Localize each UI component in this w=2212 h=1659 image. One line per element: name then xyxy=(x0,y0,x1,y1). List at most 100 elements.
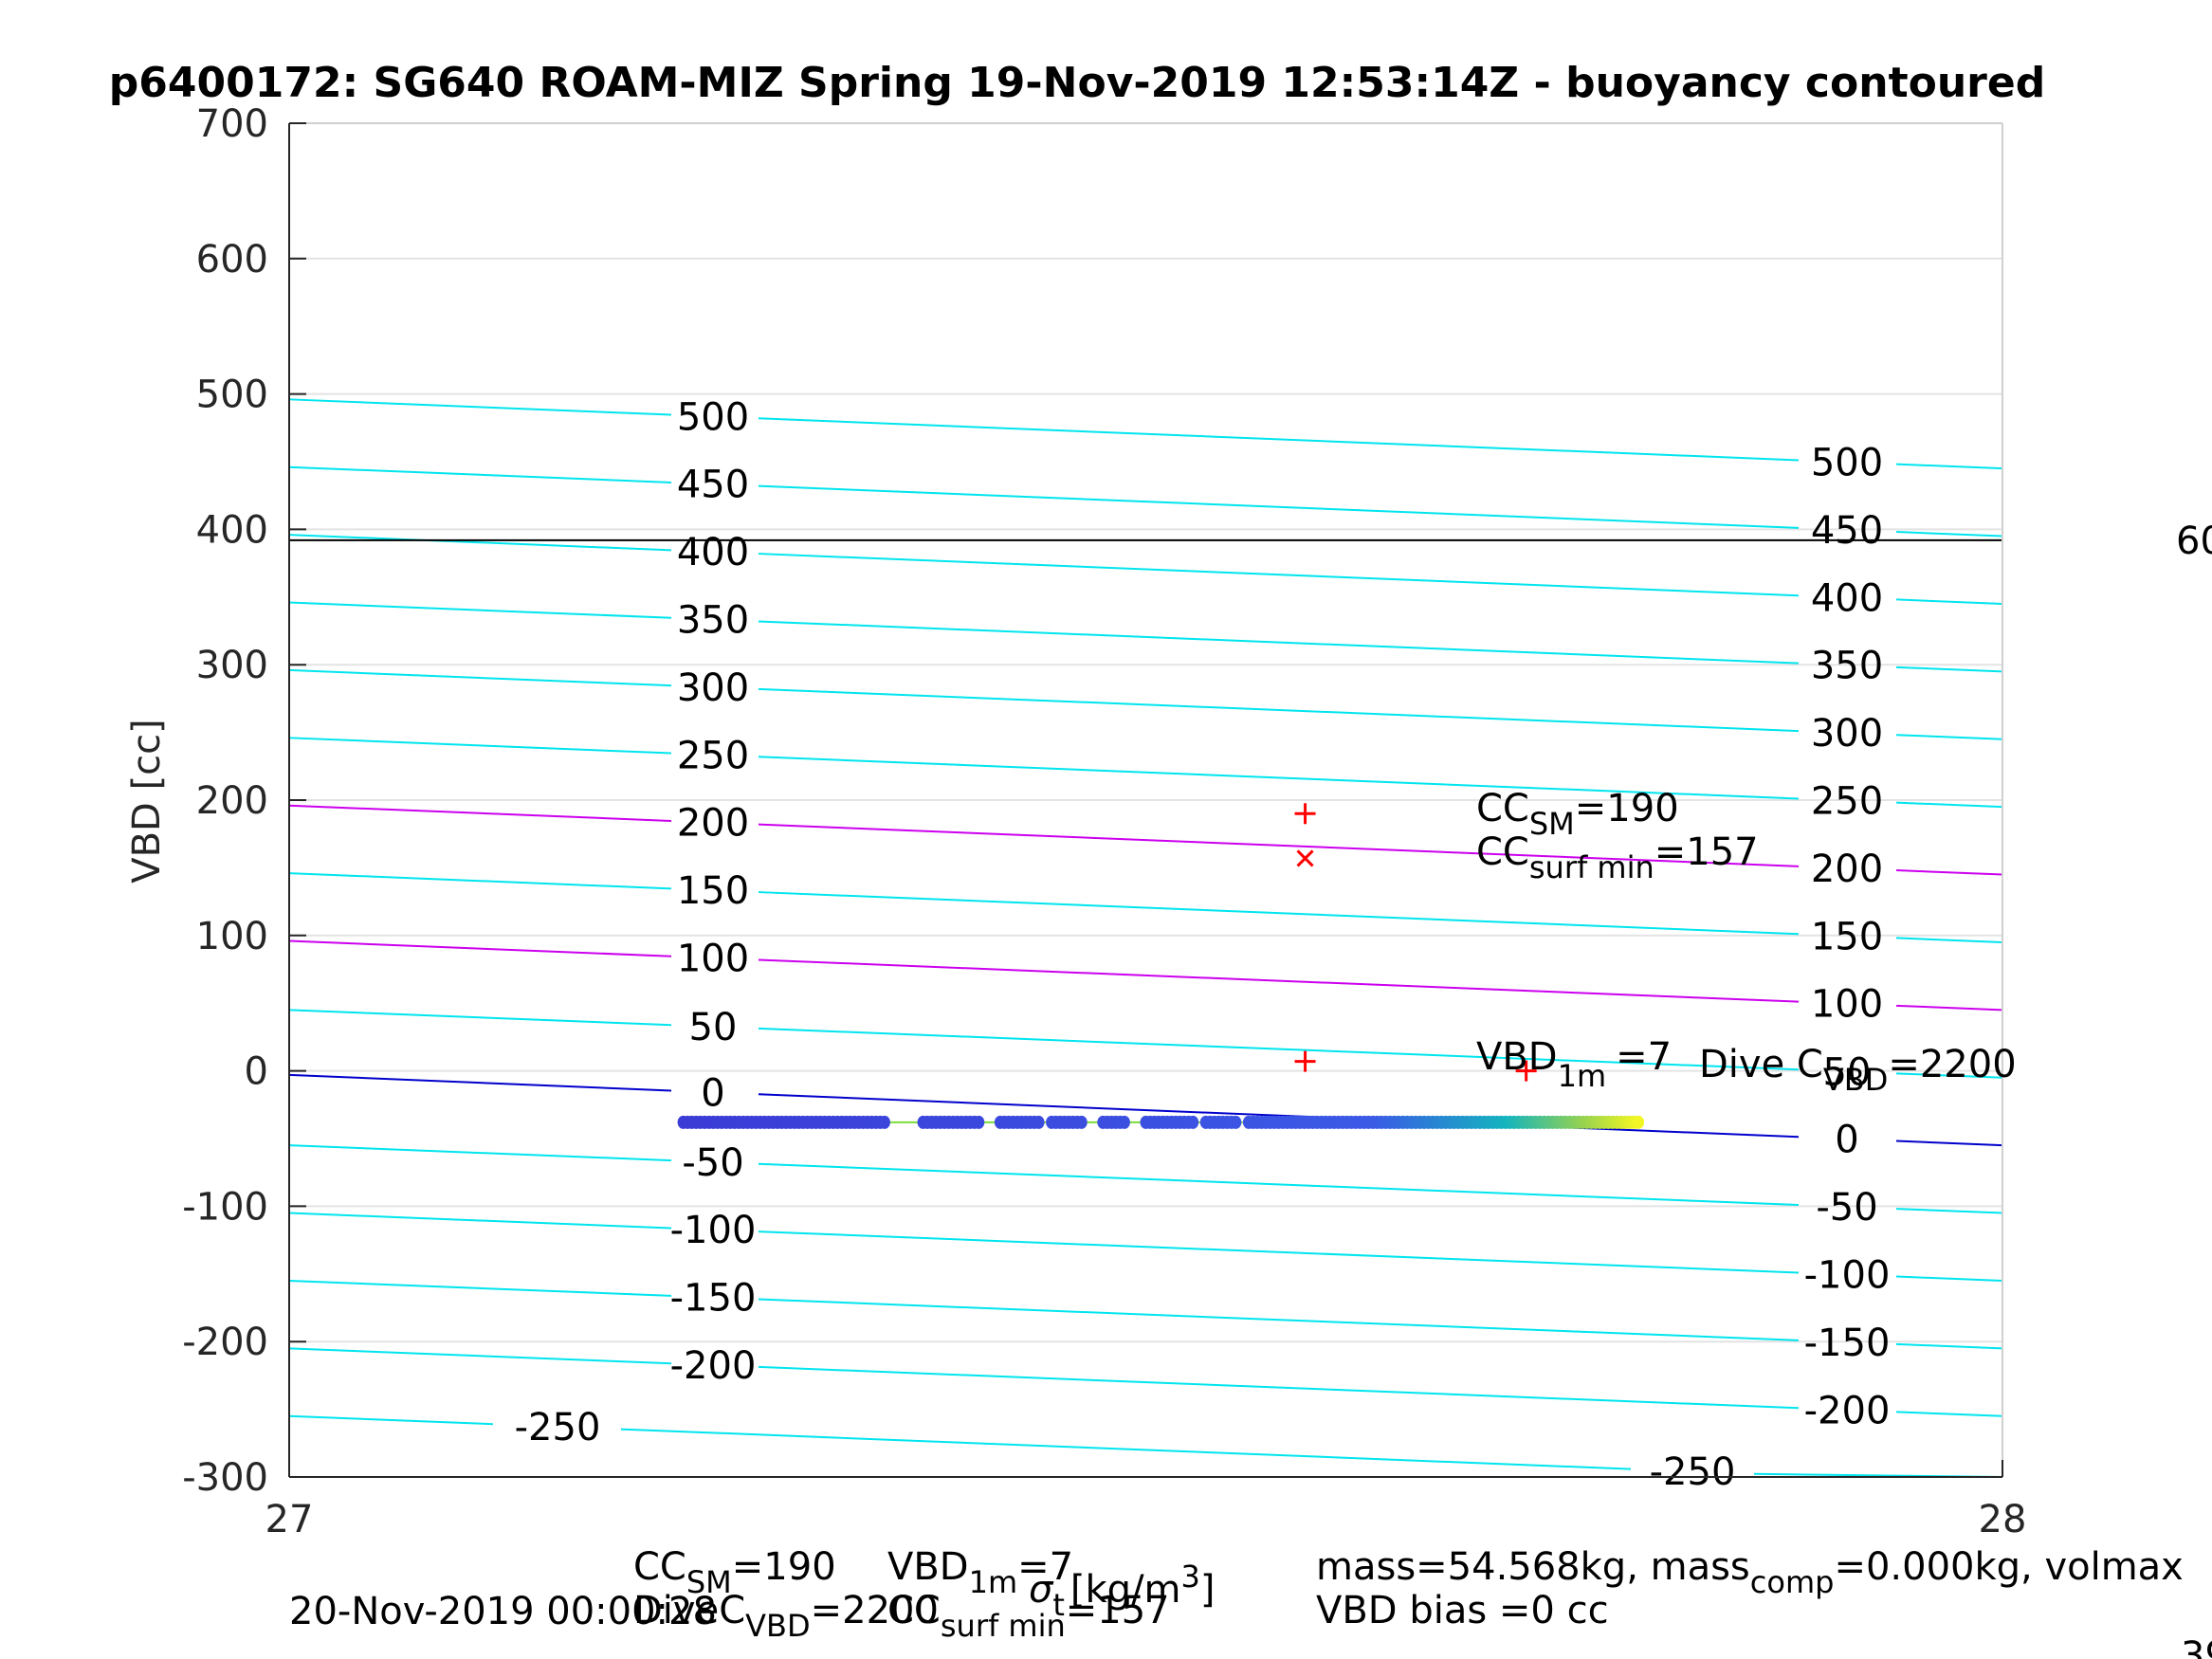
marker-stroke xyxy=(1296,849,1314,867)
contour-line xyxy=(1895,665,2003,673)
x-tick-label: 28 xyxy=(1979,1498,2027,1541)
contour-line xyxy=(288,1347,672,1365)
contour-label: 100 xyxy=(1811,983,1883,1027)
contour-label: 300 xyxy=(677,666,749,710)
contour-line xyxy=(758,553,1800,597)
contour-line xyxy=(1895,463,2003,470)
x-marker xyxy=(1296,849,1314,867)
contour-line xyxy=(1895,937,2003,943)
dive-c-vbd-annotation: Dive CVBD=2200 xyxy=(1699,1043,2017,1098)
contour-line xyxy=(1895,1072,2003,1079)
contour-line xyxy=(758,756,1800,800)
track-point xyxy=(878,1115,890,1129)
contour-line xyxy=(758,417,1800,462)
contour-label: 450 xyxy=(1811,509,1883,553)
footer-cc-sm: CCSM=190 xyxy=(633,1545,836,1600)
plus-marker xyxy=(1515,1060,1537,1082)
footer-cc-surf-min: CCsurf min=157 xyxy=(887,1589,1170,1644)
contour-label: -250 xyxy=(515,1406,601,1449)
contour-label: 500 xyxy=(677,395,749,439)
footer-vbd-1m: VBD1m=7 xyxy=(887,1545,1073,1600)
contour-label: -50 xyxy=(682,1141,743,1185)
contour-line xyxy=(758,1365,1800,1410)
clipped-right-label-bottom: 39 xyxy=(2181,1634,2212,1659)
contour-line xyxy=(758,1298,1800,1341)
contour-line xyxy=(288,398,672,416)
y-tick-label: -200 xyxy=(182,1321,268,1364)
footer-mass-info: mass=54.568kg, masscomp=0.000kg, volmax xyxy=(1316,1545,2184,1600)
y-tick-label: -300 xyxy=(182,1456,268,1500)
contour-label: 100 xyxy=(677,938,749,981)
contour-label: 0 xyxy=(701,1071,724,1115)
contour-label: 400 xyxy=(677,531,749,574)
contour-line xyxy=(1895,1004,2003,1012)
contour-label: 500 xyxy=(1811,442,1883,485)
contour-line xyxy=(288,668,672,687)
y-tick-label: 300 xyxy=(196,644,268,687)
contour-line xyxy=(288,1073,672,1092)
contour-line xyxy=(288,939,672,957)
track-point xyxy=(1075,1115,1088,1129)
contour-label: -200 xyxy=(670,1344,757,1388)
contour-label: 250 xyxy=(677,734,749,777)
contour-label: -100 xyxy=(1804,1253,1891,1297)
cc-sm-annotation: CCSM=190 xyxy=(1476,787,1679,842)
clipped-right-label-top: 60 xyxy=(2176,520,2212,563)
contour-line xyxy=(1895,1275,2003,1282)
contour-label: 350 xyxy=(677,599,749,643)
contour-label: -150 xyxy=(670,1277,757,1321)
contour-line xyxy=(1895,1208,2003,1214)
contour-line xyxy=(758,687,1800,733)
contour-line xyxy=(288,804,672,822)
contour-label: 250 xyxy=(1811,780,1883,824)
contour-line xyxy=(1895,1139,2003,1147)
chart-title: p6400172: SG640 ROAM-MIZ Spring 19-Nov-2… xyxy=(109,59,2045,107)
footer-vbd-bias: VBD bias =0 cc xyxy=(1316,1589,1609,1632)
contour-line xyxy=(758,484,1800,529)
plus-marker xyxy=(1294,803,1316,825)
contour-line xyxy=(1895,801,2003,809)
contour-line xyxy=(288,601,672,619)
contour-label: -50 xyxy=(1816,1186,1877,1230)
y-tick-label: 200 xyxy=(196,779,268,823)
y-tick-label: 700 xyxy=(196,102,268,146)
contour-line xyxy=(288,1009,672,1027)
y-tick-label: 400 xyxy=(196,508,268,552)
contour-line xyxy=(758,620,1800,665)
contour-line xyxy=(758,823,1800,867)
contour-label: 0 xyxy=(1835,1118,1858,1161)
markers xyxy=(1294,803,1537,1082)
contour-line xyxy=(1895,598,2003,605)
contour-label: 200 xyxy=(1811,848,1883,891)
contour-line xyxy=(1895,531,2003,538)
contour-lines: -250 -250 -200 -200 -150 -150 -100 -100 -50 -50 0 0… xyxy=(288,395,2003,1494)
contour-label: 400 xyxy=(1811,576,1883,620)
y-tick-label: 0 xyxy=(245,1050,268,1094)
y-tick-label: 500 xyxy=(196,374,268,417)
contour-label: -200 xyxy=(1804,1389,1891,1432)
contour-label: -150 xyxy=(1804,1322,1891,1365)
contour-line xyxy=(288,1279,672,1297)
contour-line xyxy=(758,958,1800,1003)
vbd-1m-annotation: VBD1m =7 xyxy=(1476,1035,1672,1094)
contour-label: 200 xyxy=(677,802,749,846)
x-tick-label: 27 xyxy=(265,1498,314,1541)
x-axis-label: σt [kg/m3] xyxy=(1029,1559,1215,1623)
contour-label: 150 xyxy=(1811,915,1883,958)
contour-line xyxy=(758,1093,1800,1139)
track-point xyxy=(1187,1115,1199,1129)
contour-label: -250 xyxy=(1650,1450,1736,1494)
contour-label: 300 xyxy=(1811,712,1883,756)
track-point xyxy=(1033,1115,1045,1129)
track-point xyxy=(1633,1115,1645,1129)
contour-label: 450 xyxy=(677,464,749,507)
cc-surf-min-annotation: CCsurf min=157 xyxy=(1476,830,1759,885)
footer-timestamp: 20-Nov-2019 00:00:28 xyxy=(289,1590,717,1633)
contour-label: -100 xyxy=(670,1209,757,1252)
contour-line xyxy=(288,1144,672,1162)
plus-marker xyxy=(1294,1050,1316,1072)
contour-line xyxy=(1895,1342,2003,1350)
